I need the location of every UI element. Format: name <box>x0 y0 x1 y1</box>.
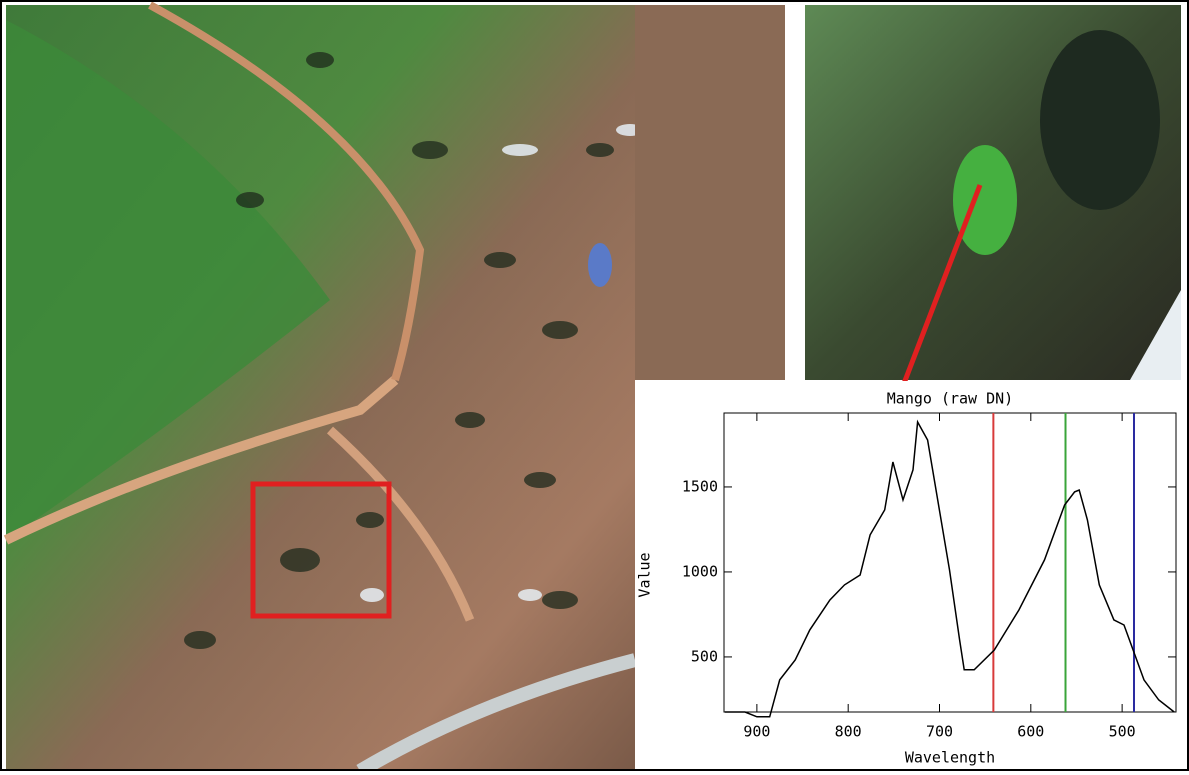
x-tick-label: 900 <box>743 723 770 741</box>
chart-panel <box>635 381 1189 771</box>
inset-image <box>805 5 1181 380</box>
x-tick-label: 500 <box>1109 723 1136 741</box>
y-tick-label: 1000 <box>682 562 718 580</box>
pointer-line <box>900 184 983 387</box>
x-tick-label: 800 <box>835 723 862 741</box>
spectrum-line <box>724 419 1175 718</box>
y-tick-label: 500 <box>691 647 718 665</box>
x-tick-label: 700 <box>926 723 953 741</box>
plot-frame <box>723 412 1177 713</box>
y-axis-label: Value <box>636 552 654 597</box>
chart-title: Mango (raw DN) <box>887 390 1013 408</box>
satellite-image <box>3 1 680 775</box>
selection-box <box>250 481 392 619</box>
satellite-image <box>635 5 785 380</box>
x-axis-label: Wavelength <box>905 749 995 767</box>
y-tick-label: 1500 <box>682 477 718 495</box>
x-tick-label: 600 <box>1017 723 1044 741</box>
